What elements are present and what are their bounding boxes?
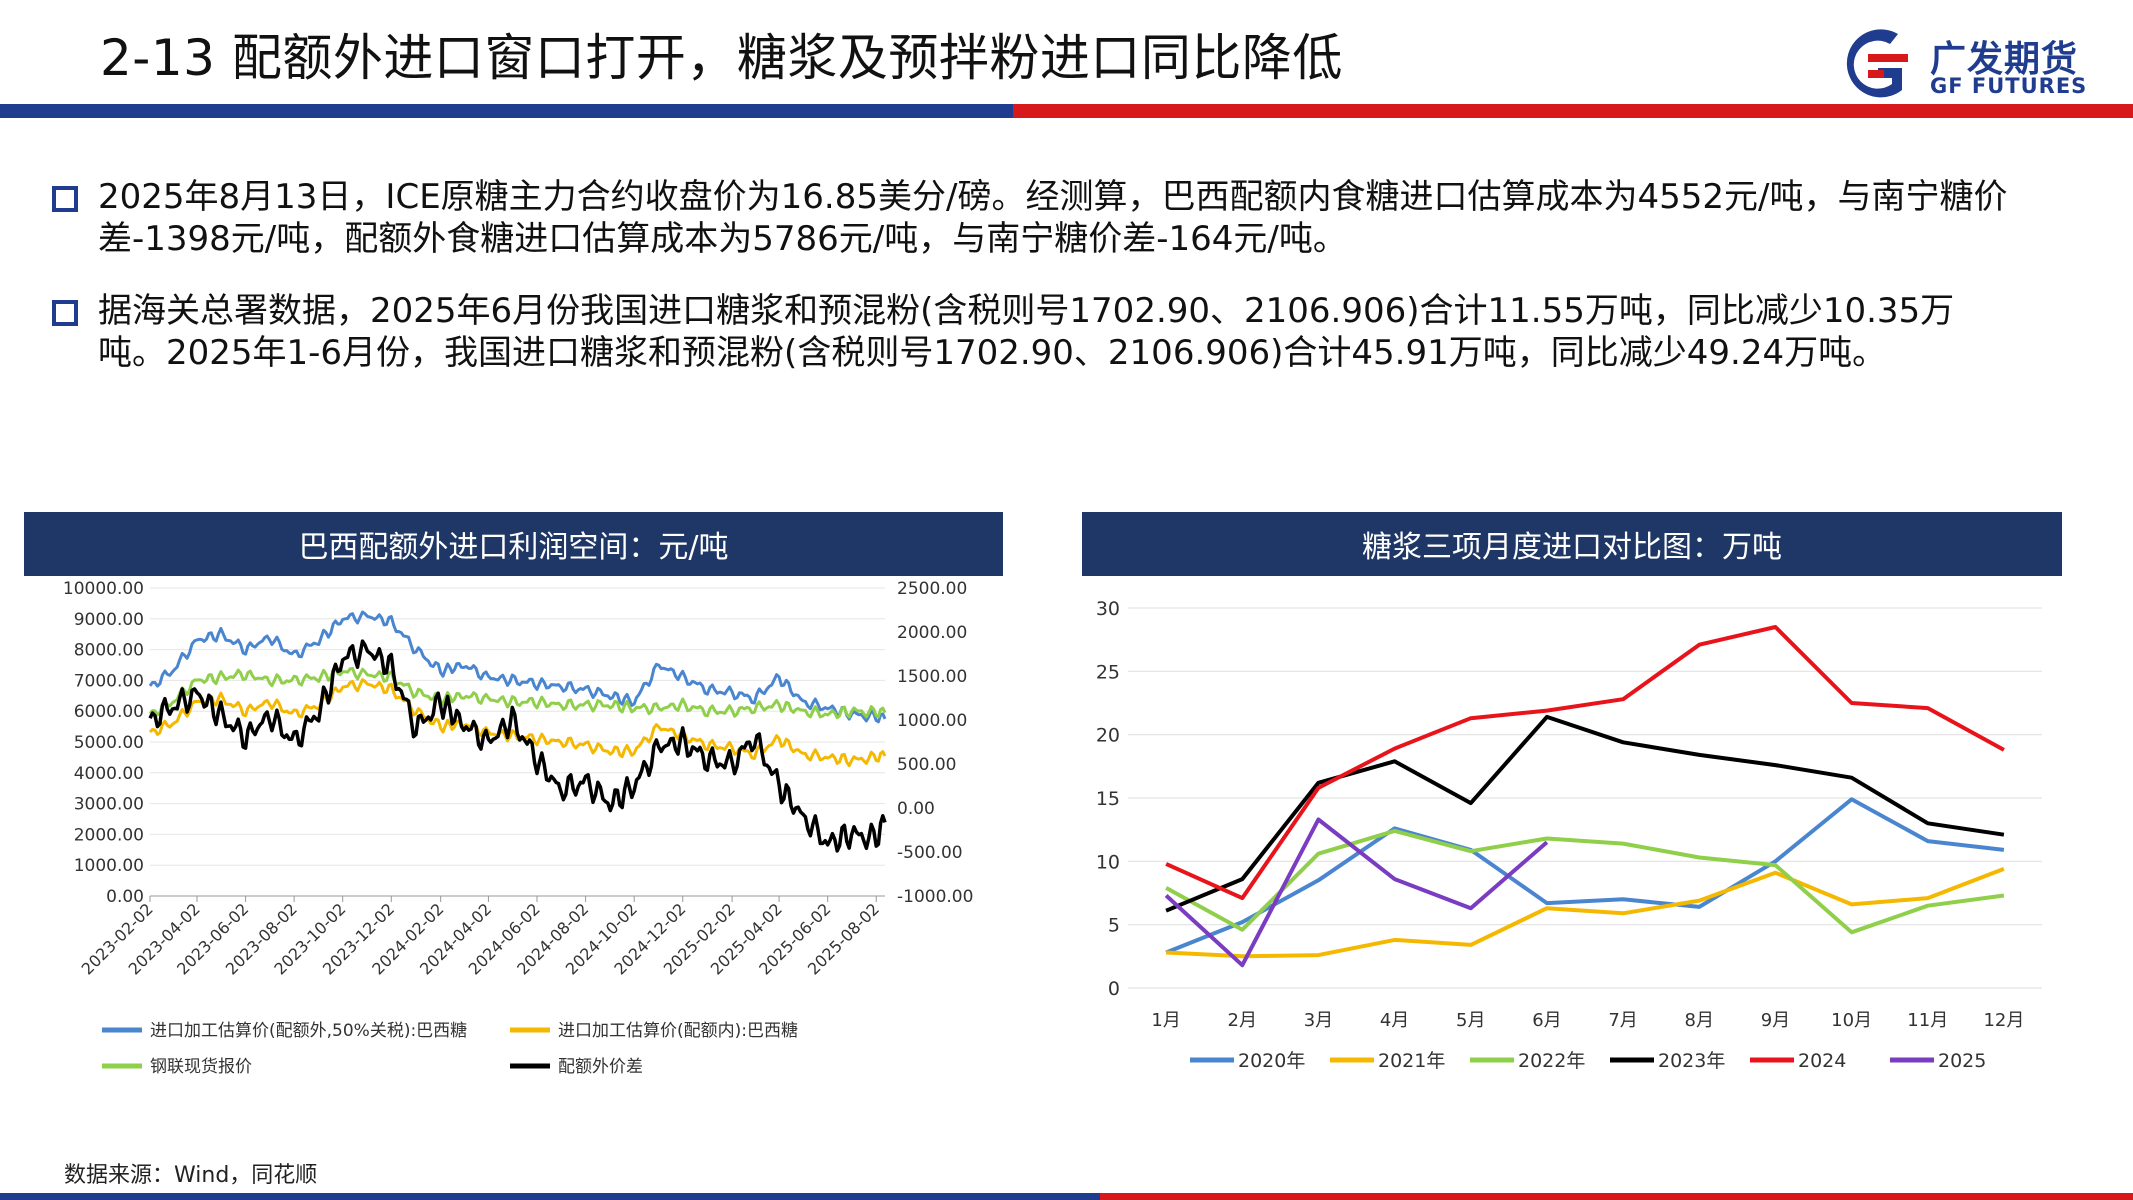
x-tick-label: 11月 [1907, 1010, 1948, 1031]
y-left-tick-label: 0.00 [106, 887, 144, 907]
x-tick-label: 10月 [1831, 1010, 1872, 1031]
x-tick-label: 9月 [1761, 1010, 1790, 1031]
y-tick-label: 25 [1096, 661, 1120, 683]
y-left-tick-label: 5000.00 [74, 733, 144, 753]
y-right-tick-label: -500.00 [897, 843, 963, 863]
series-line [148, 667, 887, 720]
y-tick-label: 20 [1096, 725, 1120, 747]
gf-futures-logo: 广发期货 GF FUTURES [1838, 28, 2103, 104]
y-tick-label: 30 [1096, 598, 1120, 620]
chart1-title: 巴西配额外进口利润空间：元/吨 [24, 512, 1003, 576]
page-title: 2-13 配额外进口窗口打开，糖浆及预拌粉进口同比降低 [100, 29, 1343, 87]
y-left-tick-label: 7000.00 [74, 671, 144, 691]
square-bullet-icon [52, 186, 78, 212]
y-right-tick-label: 2500.00 [897, 579, 967, 599]
legend-label: 2025 [1938, 1050, 1986, 1072]
y-tick-label: 10 [1096, 851, 1120, 873]
x-tick-label: 8月 [1685, 1010, 1714, 1031]
series-line [1165, 714, 2005, 913]
legend-label: 2023年 [1658, 1050, 1725, 1072]
legend-label: 2021年 [1378, 1050, 1445, 1072]
footer-divider-blue [0, 1193, 1100, 1200]
y-right-tick-label: -1000.00 [897, 887, 973, 907]
bullet-text: 据海关总署数据，2025年6月份我国进口糖浆和预混粉(含税则号1702.90、2… [98, 291, 1955, 373]
legend-label: 进口加工估算价(配额外,50%关税):巴西糖 [150, 1021, 467, 1041]
series-line [1164, 817, 1549, 968]
y-left-tick-label: 2000.00 [74, 825, 144, 845]
chart2-title: 糖浆三项月度进口对比图：万吨 [1082, 512, 2062, 576]
series-line [1166, 867, 2005, 959]
y-right-tick-label: 1000.00 [897, 711, 967, 731]
x-tick-label: 3月 [1304, 1010, 1333, 1031]
y-left-tick-label: 3000.00 [74, 795, 144, 815]
y-tick-label: 0 [1108, 978, 1120, 1000]
x-tick-label: 2月 [1228, 1010, 1257, 1031]
series-line [148, 610, 887, 724]
legend-label: 配额外价差 [558, 1057, 643, 1077]
y-right-tick-label: 500.00 [897, 755, 956, 775]
bullet-item: 2025年8月13日，ICE原糖主力合约收盘价为16.85美分/磅。经测算，巴西… [52, 176, 2012, 260]
series-line [1165, 828, 2005, 935]
y-tick-label: 5 [1108, 915, 1120, 937]
legend-label: 进口加工估算价(配额内):巴西糖 [558, 1021, 798, 1041]
header-divider-blue [0, 104, 1013, 118]
y-right-tick-label: 1500.00 [897, 667, 967, 687]
data-source: 数据来源：Wind，同花顺 [64, 1163, 318, 1188]
x-tick-label: 1月 [1151, 1010, 1180, 1031]
series-line [1165, 797, 2005, 955]
y-right-tick-label: 0.00 [897, 799, 935, 819]
x-tick-label: 12月 [1983, 1010, 2024, 1031]
x-tick-label: 7月 [1608, 1010, 1637, 1031]
x-tick-label: 4月 [1380, 1010, 1409, 1031]
profit-spread-chart: 0.00 1000.00 2000.00 3000.00 4000.00 5000.00 6… [63, 579, 974, 1077]
legend-label: 2024 [1798, 1050, 1846, 1072]
x-tick-label: 5月 [1456, 1010, 1485, 1031]
legend-label: 2022年 [1518, 1050, 1585, 1072]
y-left-tick-label: 1000.00 [74, 856, 144, 876]
logo-chinese-text: 广发期货 [1930, 39, 2079, 80]
logo-english-text: GF FUTURES [1930, 74, 2088, 98]
footer-divider-red [1100, 1193, 2133, 1200]
square-bullet-icon [52, 300, 78, 326]
series-line [148, 639, 887, 853]
bullet-item: 据海关总署数据，2025年6月份我国进口糖浆和预混粉(含税则号1702.90、2… [52, 290, 2012, 374]
y-tick-label: 15 [1096, 788, 1120, 810]
bullet-text: 2025年8月13日，ICE原糖主力合约收盘价为16.85美分/磅。经测算，巴西… [98, 177, 2008, 259]
y-left-tick-label: 10000.00 [63, 579, 144, 599]
gf-logo-icon [1846, 29, 1908, 98]
header-divider-red [1013, 104, 2133, 118]
x-tick-label: 6月 [1532, 1010, 1561, 1031]
y-right-tick-label: 2000.00 [897, 623, 967, 643]
series-line [1165, 625, 2005, 901]
legend-label: 钢联现货报价 [150, 1057, 252, 1077]
y-left-tick-label: 8000.00 [74, 641, 144, 661]
y-left-tick-label: 9000.00 [74, 610, 144, 630]
y-left-tick-label: 4000.00 [74, 764, 144, 784]
y-left-tick-label: 6000.00 [74, 702, 144, 722]
legend-label: 2020年 [1238, 1050, 1305, 1072]
